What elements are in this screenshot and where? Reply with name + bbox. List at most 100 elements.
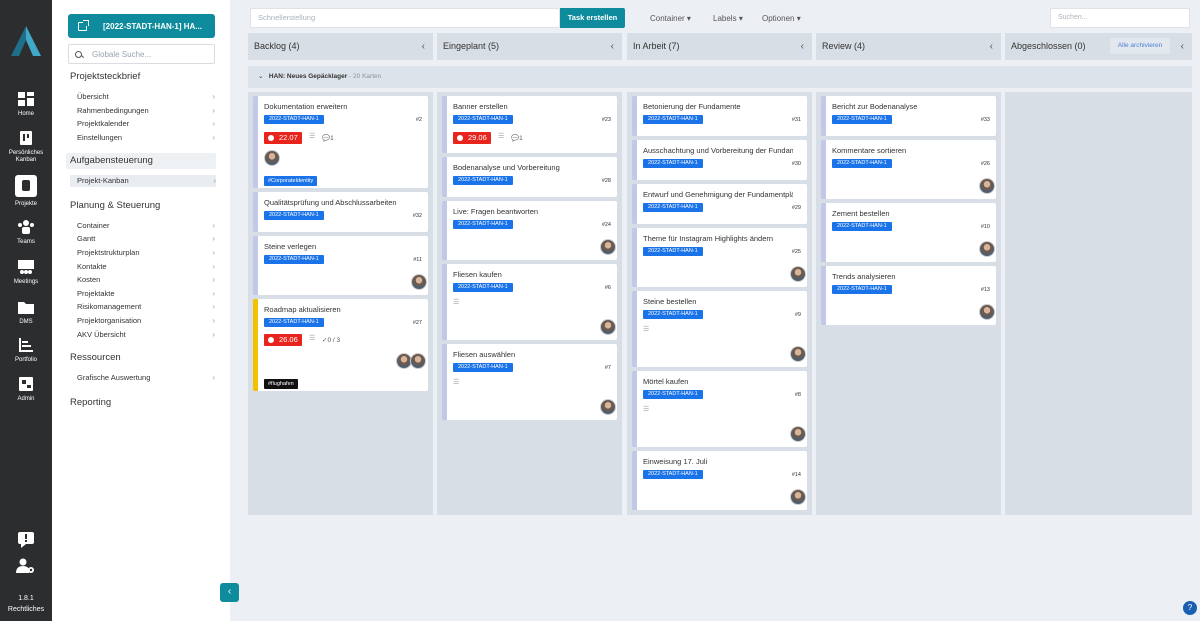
kanban-card[interactable]: Qualitätsprüfung und Abschlussarbeiten 2… [253,192,428,232]
projects-icon [15,175,37,197]
kanban-card[interactable]: Ausschachtung und Vorbereitung der Funda… [632,140,807,180]
kanban-card[interactable]: Entwurf und Genehmigung der Fundamentplä… [632,184,807,224]
section-reporting[interactable]: Reporting [70,397,112,408]
assignee-avatar[interactable] [790,266,806,282]
card-title: Mörtel kaufen [643,377,689,386]
kanban-card[interactable]: Einweisung 17. Juli 2022-STADT-HAN-1 #14 [632,451,807,510]
collapse-column-icon[interactable]: ‹ [1180,41,1184,52]
options-menu[interactable]: Optionen ▾ [762,14,801,23]
rail-teams[interactable]: Teams [0,219,52,246]
rail-portfolio[interactable]: Portfolio [0,337,52,364]
kanban-card[interactable]: Trends analysieren 2022-STADT-HAN-1 #13 [821,266,996,325]
nav-item-projektkalender[interactable]: Projektkalender › [77,119,215,128]
collapse-column-icon[interactable]: ‹ [610,41,614,52]
nav-item-risikomanagement[interactable]: Risikomanagement › [77,302,215,311]
kanban-card[interactable]: Zement bestellen 2022-STADT-HAN-1 #10 [821,203,996,262]
card-title: Steine bestellen [643,297,697,306]
kanban-card[interactable]: Live: Fragen beantworten 2022-STADT-HAN-… [442,201,617,260]
board-search-input[interactable]: Suchen... [1050,8,1190,28]
swimlane-header[interactable]: ⌄ HAN: Neues Gepäcklager - 20 Karten [248,66,1192,88]
card-label: #CorporateIdentity [264,176,318,186]
assignee-avatar[interactable] [411,274,427,290]
collapse-sidebar-button[interactable]: ‹ [220,583,239,602]
project-tag: 2022-STADT-HAN-1 [264,255,324,264]
legal-link[interactable]: Rechtliches [7,606,45,613]
rail-home[interactable]: Home [0,91,52,118]
kanban-card[interactable]: Dokumentation erweitern 2022-STADT-HAN-1… [253,96,428,188]
assignee-avatar[interactable] [600,239,616,255]
labels-menu[interactable]: Labels ▾ [713,14,743,23]
rail-admin[interactable]: Admin [0,376,52,403]
version-label: 1.8.1 [18,595,34,602]
nav-item-kosten[interactable]: Kosten › [77,275,215,284]
kanban-card[interactable]: Banner erstellen 2022-STADT-HAN-1 #23 29… [442,96,617,153]
assignee-avatar[interactable] [790,346,806,362]
assignee-avatar[interactable] [979,178,995,194]
nav-item-projektakte[interactable]: Projektakte › [77,289,215,298]
kanban-card[interactable]: Roadmap aktualisieren 2022-STADT-HAN-1 #… [253,299,428,391]
card-title: Live: Fragen beantworten [453,207,539,216]
kanban-card[interactable]: Theme für Instagram Highlights ändern 20… [632,228,807,287]
description-icon: ☰ [453,299,460,306]
kanban-card[interactable]: Betonierung der Fundamente 2022-STADT-HA… [632,96,807,136]
chevron-right-icon: › [212,316,215,325]
nav-item-einstellungen[interactable]: Einstellungen › [77,133,215,142]
assignee-avatar[interactable] [600,399,616,415]
assignee-avatar[interactable] [979,304,995,320]
rail-meetings[interactable]: Meetings [0,259,52,286]
nav-item-projektstrukturplan[interactable]: Projektstrukturplan › [77,248,215,257]
section-aufgabensteuerung[interactable]: Aufgabensteuerung [66,153,216,169]
nav-item-projektorganisation[interactable]: Projektorganisation › [77,316,215,325]
help-button[interactable]: ? [1183,601,1197,615]
assignee-avatar[interactable] [979,241,995,257]
nav-item-gantt[interactable]: Gantt › [77,234,215,243]
nav-item-uebersicht[interactable]: Übersicht › [77,92,215,101]
global-search-input[interactable]: Globale Suche... [68,44,215,64]
rail-label-portfolio: Portfolio [14,357,37,363]
section-planung[interactable]: Planung & Steuerung [70,200,161,211]
external-link-icon [78,19,89,31]
assignee-avatar[interactable] [790,426,806,442]
rail-dms[interactable]: DMS [0,299,52,326]
chevron-right-icon: › [212,262,215,271]
kanban-card[interactable]: Kommentare sortieren 2022-STADT-HAN-1 #2… [821,140,996,199]
assignee-avatar[interactable] [264,150,280,166]
container-menu[interactable]: Container ▾ [650,14,691,23]
nav-item-container[interactable]: Container › [77,221,215,230]
app-logo-icon[interactable] [9,24,43,58]
rail-personal-kanban[interactable]: Persönliches Kanban [0,130,52,164]
rail-label-projects: Projekte [14,201,37,207]
assignee-avatar[interactable] [790,489,806,505]
nav-label: Projektkalender [77,119,130,128]
nav-item-kontakte[interactable]: Kontakte › [77,262,215,271]
nav-item-projekt-kanban[interactable]: Projekt-Kanban › [70,175,216,187]
project-tag: 2022-STADT-HAN-1 [832,222,892,231]
rail-projects[interactable]: Projekte [0,175,52,208]
assignee-avatar[interactable] [410,353,426,369]
kanban-card[interactable]: Steine bestellen 2022-STADT-HAN-1 #9 ☰ [632,291,807,367]
kanban-card[interactable]: Bodenanalyse und Vorbereitung 2022-STADT… [442,157,617,197]
kanban-card[interactable]: Fliesen auswählen 2022-STADT-HAN-1 #7 ☰ [442,344,617,420]
kanban-card[interactable]: Bericht zur Bodenanalyse 2022-STADT-HAN-… [821,96,996,136]
card-number: #13 [980,287,990,293]
card-title: Ausschachtung und Vorbereitung der Funda… [643,146,793,155]
kanban-card[interactable]: Fliesen kaufen 2022-STADT-HAN-1 #6 ☰ [442,264,617,340]
collapse-column-icon[interactable]: ‹ [989,41,993,52]
collapse-column-icon[interactable]: ‹ [421,41,425,52]
feedback-icon[interactable] [17,532,35,548]
archive-all-button[interactable]: Alle archivieren [1110,38,1170,54]
nav-item-grafische-auswertung[interactable]: Grafische Auswertung › [77,373,215,382]
assignee-avatar[interactable] [600,319,616,335]
kanban-card[interactable]: Mörtel kaufen 2022-STADT-HAN-1 #8 ☰ [632,371,807,447]
nav-item-akv-uebersicht[interactable]: AKV Übersicht › [77,330,215,339]
kanban-card[interactable]: Steine verlegen 2022-STADT-HAN-1 #11 [253,236,428,295]
card-number: #26 [980,161,990,167]
create-task-button[interactable]: Task erstellen [560,8,625,28]
nav-item-rahmenbedingungen[interactable]: Rahmenbedingungen › [77,106,215,115]
section-projektsteckbrief[interactable]: Projektsteckbrief [70,71,141,82]
collapse-column-icon[interactable]: ‹ [800,41,804,52]
user-settings-icon[interactable] [16,558,36,574]
quick-create-input[interactable]: Schnellerstellung [250,8,560,28]
section-ressourcen[interactable]: Ressourcen [70,352,121,363]
project-button[interactable]: [2022-STADT-HAN-1] HA... [68,14,215,38]
